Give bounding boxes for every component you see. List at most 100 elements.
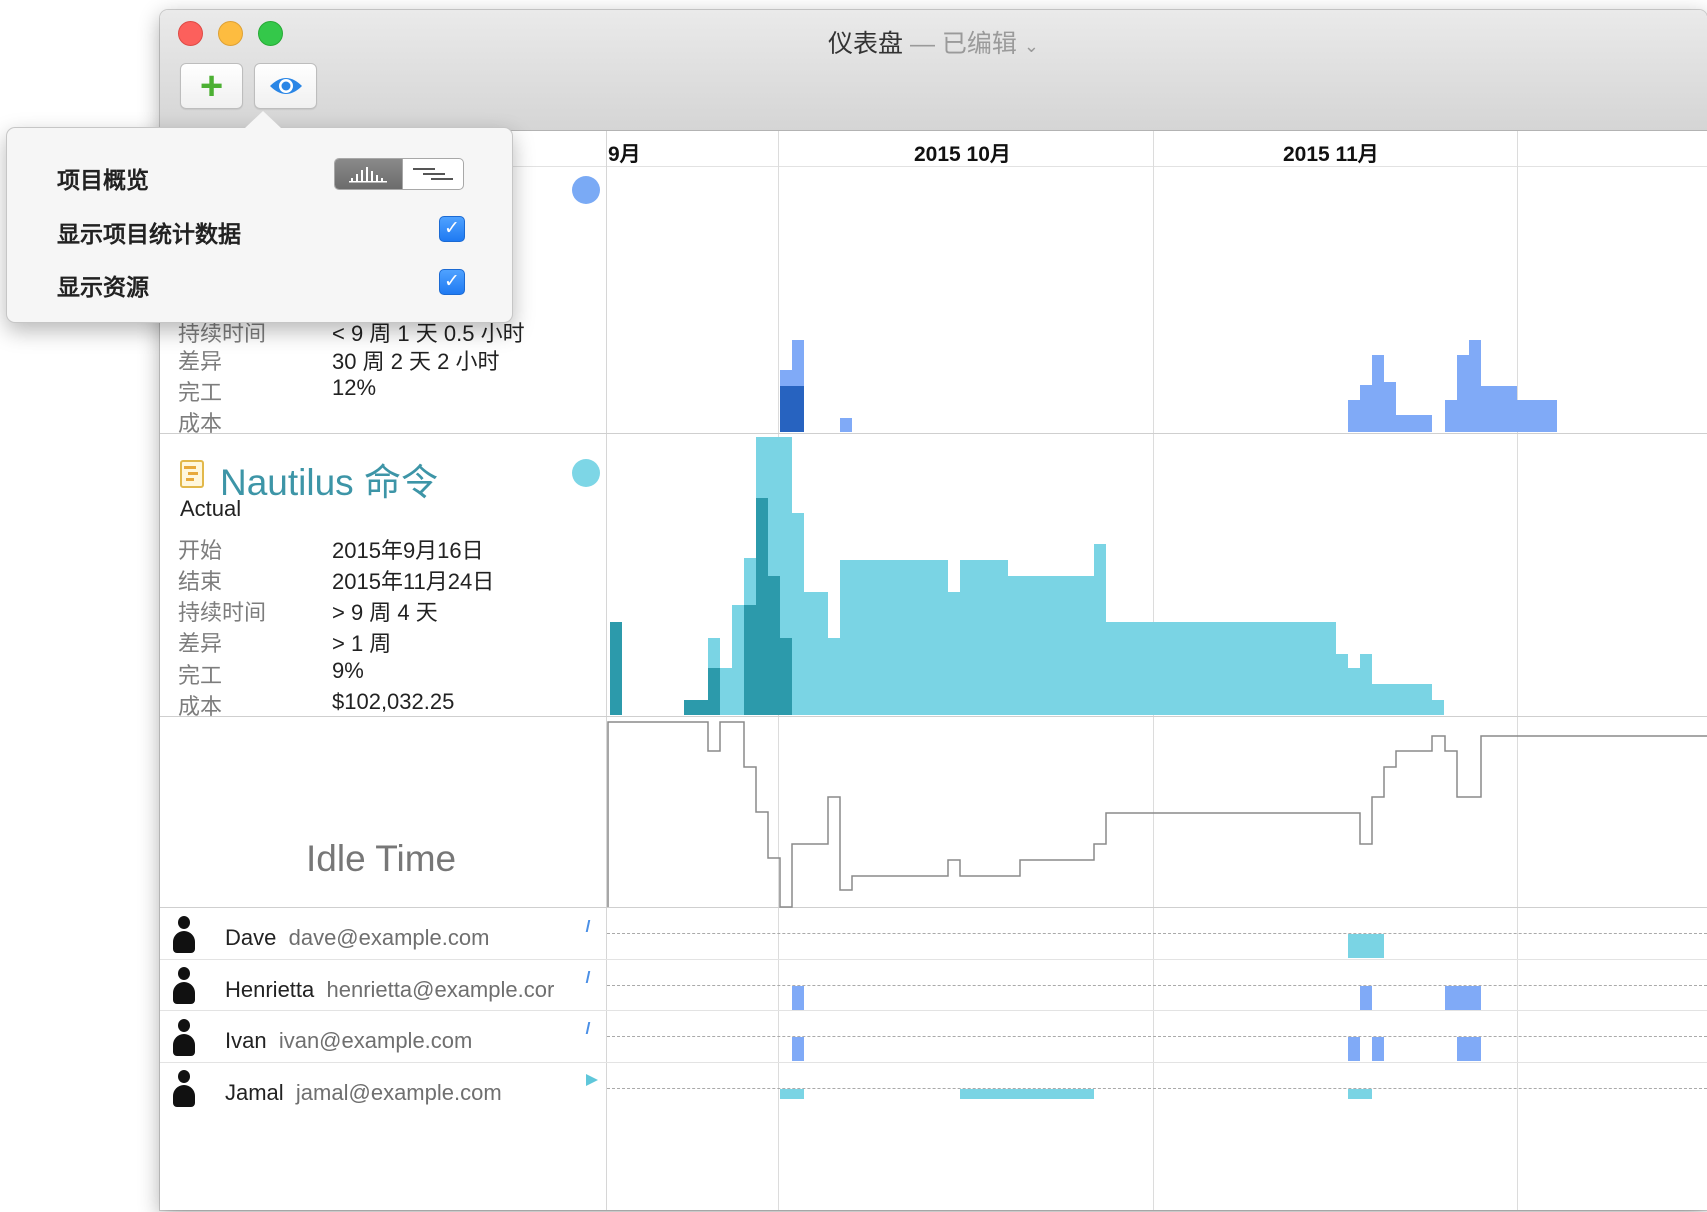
stat-value-end: 2015年11月24日 <box>332 569 495 594</box>
month-label-sep: 9月 <box>608 143 641 166</box>
histogram-bar <box>1360 654 1372 715</box>
histogram-bar <box>1094 544 1106 715</box>
resource-bar <box>1348 1037 1360 1061</box>
person-icon <box>171 1019 197 1057</box>
stat-label-cost: 成本 <box>178 411 223 436</box>
gantt-document-icon <box>180 460 204 488</box>
add-button[interactable]: + <box>180 63 243 109</box>
histogram-bar <box>840 418 852 432</box>
histogram-bar <box>1396 415 1432 432</box>
minimize-window-button[interactable] <box>218 21 243 46</box>
stat-value-duration: < 9 周 1 天 0.5 小时 <box>332 321 525 346</box>
resource-baseline <box>607 933 1707 934</box>
row-divider <box>160 433 1707 434</box>
resource-bar <box>960 1089 1094 1099</box>
histogram-bar <box>610 622 622 715</box>
month-label-nov: 2015 11月 <box>1283 143 1379 166</box>
histogram-bar <box>1008 576 1106 715</box>
row-divider <box>160 1062 1707 1063</box>
chevron-down-icon[interactable]: ⌄ <box>1023 36 1039 56</box>
checkmark-icon: ✓ <box>444 218 460 239</box>
edited-status: 已编辑 <box>941 30 1017 58</box>
resource-bar <box>1445 986 1481 1010</box>
stat-label-complete: 完工 <box>178 380 223 405</box>
disclosure-triangle-icon[interactable] <box>585 1073 599 1087</box>
idle-time-label: Idle Time <box>306 838 457 879</box>
resource-row-jamal[interactable]: Jamal jamal@example.com <box>225 1080 502 1106</box>
row-divider <box>160 959 1707 960</box>
histogram-bar <box>780 638 792 715</box>
resource-baseline <box>607 1036 1707 1037</box>
stat-label-complete: 完工 <box>178 663 223 688</box>
histogram-icon <box>348 167 387 183</box>
resource-baseline <box>607 1088 1707 1089</box>
histogram-bar <box>720 668 744 715</box>
stat-label-variance: 差异 <box>178 349 223 374</box>
zoom-window-button[interactable] <box>258 21 283 46</box>
histogram-bar <box>1360 385 1372 432</box>
eye-icon <box>269 78 302 94</box>
resource-bar <box>1348 934 1384 958</box>
histogram-bar <box>1384 382 1396 432</box>
stat-value-variance: 30 周 2 天 2 小时 <box>332 349 500 374</box>
person-icon <box>171 916 197 954</box>
window-title[interactable]: 仪表盘 — 已编辑 ⌄ <box>160 24 1707 60</box>
idle-time-line <box>607 721 1707 908</box>
stat-value-duration: > 9 周 4 天 <box>332 600 438 625</box>
resource-bar <box>792 1037 804 1061</box>
show-resources-checkbox[interactable]: ✓ <box>439 269 465 295</box>
person-icon <box>171 967 197 1005</box>
show-project-stats-label: 显示项目统计数据 <box>57 221 241 247</box>
resource-row-ivan[interactable]: Ivan ivan@example.com <box>225 1028 472 1054</box>
resource-row-dave[interactable]: Dave dave@example.com <box>225 925 489 951</box>
resource-bar <box>780 1089 804 1099</box>
histogram-bar <box>1445 400 1457 432</box>
resource-email: ivan@example.com <box>278 1028 473 1053</box>
popover-arrow <box>245 111 281 128</box>
histogram-bar <box>1372 684 1432 715</box>
histogram-mode-segment[interactable] <box>335 159 402 189</box>
title-separator: — <box>909 30 935 58</box>
project-name[interactable]: Nautilus 命令 <box>220 462 438 503</box>
outline-divider[interactable] <box>606 131 607 1210</box>
plus-icon: + <box>199 64 224 108</box>
histogram-bar <box>756 498 768 715</box>
histogram-bar <box>1372 355 1384 432</box>
stat-label-variance: 差异 <box>178 631 223 656</box>
month-gridline-dec <box>1517 131 1518 1210</box>
histogram-bar <box>708 668 720 715</box>
resource-bar <box>1457 1037 1481 1061</box>
resource-email: jamal@example.com <box>295 1080 502 1105</box>
resource-baseline <box>607 985 1707 986</box>
histogram-bar <box>1348 668 1360 715</box>
stat-value-complete: 9% <box>332 658 364 683</box>
histogram-bar <box>1469 340 1481 432</box>
project-overview-label: 项目概览 <box>57 167 149 193</box>
histogram-bar <box>804 592 828 715</box>
overview-mode-segmented-control[interactable] <box>334 158 464 190</box>
project-baseline-label: Actual <box>180 496 242 521</box>
gantt-mode-segment[interactable] <box>402 159 463 189</box>
stat-label-cost: 成本 <box>178 694 223 719</box>
histogram-bar <box>948 592 960 715</box>
view-options-button[interactable] <box>254 63 317 109</box>
resource-bar <box>792 986 804 1010</box>
show-project-stats-checkbox[interactable]: ✓ <box>439 216 465 242</box>
stat-value-start: 2015年9月16日 <box>332 538 484 563</box>
resource-name: Ivan <box>225 1028 267 1053</box>
histogram-bar <box>1517 400 1557 432</box>
histogram-bar <box>828 638 840 715</box>
histogram-bar <box>780 386 804 432</box>
project-color-dot <box>572 176 600 204</box>
row-divider <box>160 716 1707 717</box>
histogram-bar <box>840 560 948 715</box>
close-window-button[interactable] <box>178 21 203 46</box>
resource-email: henrietta@example.cor <box>326 977 555 1002</box>
project-color-dot <box>572 459 600 487</box>
stat-value-complete: 12% <box>332 375 377 400</box>
timeline-charts <box>607 340 1707 1099</box>
stat-label-start: 开始 <box>178 538 223 563</box>
view-options-popover: 项目概览 显示项目统计数据 ✓ 显示资源 ✓ <box>6 111 513 323</box>
resource-row-henrietta[interactable]: Henrietta henrietta@example.cor <box>225 977 570 1003</box>
resource-bar <box>1348 1089 1372 1099</box>
